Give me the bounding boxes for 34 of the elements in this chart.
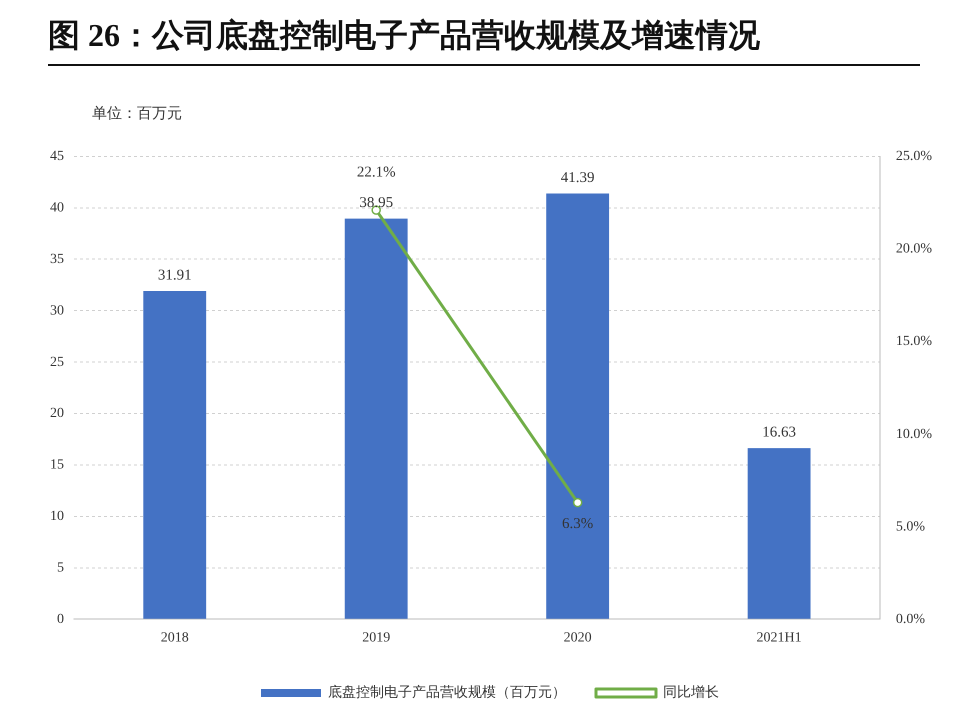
x-tick-label: 2018 (160, 630, 189, 646)
y2-tick-label: 25.0% (896, 149, 932, 164)
x-tick-label: 2019 (362, 630, 390, 646)
chart-subtitle: 单位：百万元 (92, 104, 182, 123)
data-label: 41.39 (560, 170, 595, 186)
bar (748, 448, 811, 619)
y-tick-label: 45 (50, 149, 64, 164)
y-tick-label: 35 (50, 252, 64, 267)
y-tick-label: 40 (50, 200, 64, 216)
legend-label: 底盘控制电子产品营收规模（百万元） (328, 684, 566, 701)
bar (546, 194, 610, 619)
y-tick-label: 10 (50, 509, 64, 524)
bar (344, 218, 408, 619)
y-tick-label: 25 (50, 354, 64, 370)
x-tick-label: 2020 (564, 630, 592, 646)
y-tick-label: 20 (50, 406, 64, 422)
data-label: 22.1% (356, 164, 396, 181)
data-label: 16.63 (762, 424, 796, 441)
legend-label: 同比增长 (663, 684, 719, 701)
data-label: 6.3% (562, 516, 594, 532)
data-label: 38.95 (359, 195, 394, 212)
y2-tick-label: 15.0% (896, 334, 932, 350)
y2-tick-label: 5.0% (896, 519, 926, 534)
y2-tick-label: 20.0% (896, 242, 932, 257)
y-tick-label: 30 (50, 303, 64, 318)
x-tick-label: 2021H1 (756, 630, 802, 646)
y2-tick-label: 0.0% (896, 612, 926, 627)
chart-title: 图 26：公司底盘控制电子产品营收规模及增速情况 (48, 14, 920, 66)
y-tick-label: 5 (57, 560, 64, 576)
y2-tick-label: 10.0% (896, 426, 932, 442)
bar (143, 291, 206, 619)
data-label: 31.91 (158, 267, 192, 284)
y-tick-label: 0 (57, 612, 64, 627)
y-tick-label: 15 (50, 458, 64, 473)
